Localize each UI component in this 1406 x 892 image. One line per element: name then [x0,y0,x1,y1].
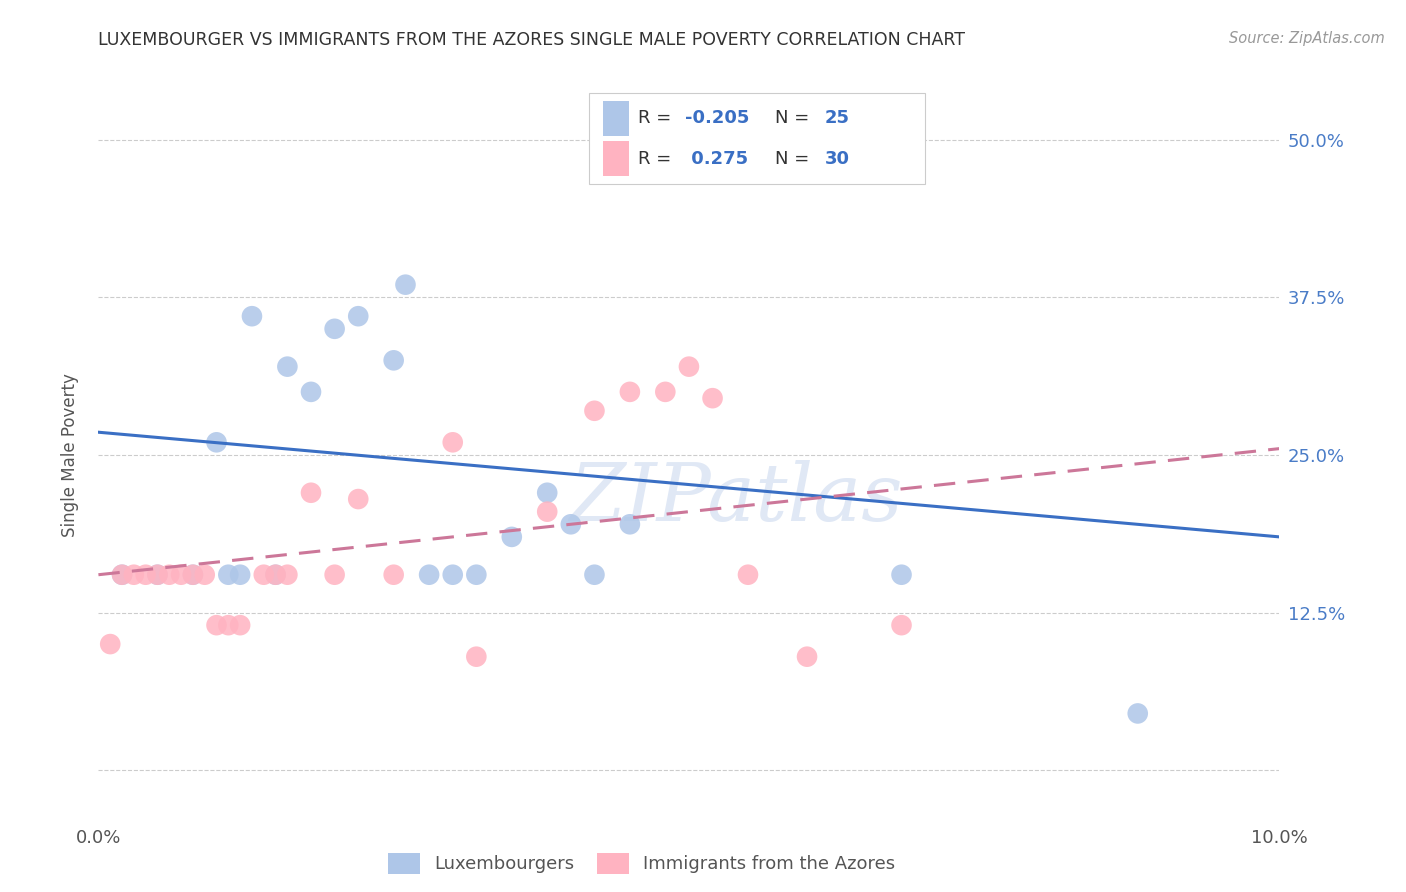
Point [229,567,252,582]
Point [382,567,405,582]
Point [465,649,488,664]
Point [394,277,416,292]
Point [890,567,912,582]
FancyBboxPatch shape [603,141,628,177]
Point [441,435,464,450]
Point [654,384,676,399]
Point [146,567,169,582]
Point [796,649,818,664]
Point [98,637,121,651]
Text: LUXEMBOURGER VS IMMIGRANTS FROM THE AZORES SINGLE MALE POVERTY CORRELATION CHART: LUXEMBOURGER VS IMMIGRANTS FROM THE AZOR… [98,31,966,49]
Point [323,567,346,582]
Point [441,567,464,582]
Point [299,384,322,399]
Point [347,309,370,323]
Point [501,530,523,544]
Text: -0.205: -0.205 [685,110,749,128]
Point [737,567,759,582]
Point [217,618,239,632]
Point [264,567,287,582]
Point [276,359,298,374]
Point [347,491,370,506]
Point [323,322,346,336]
Point [111,567,134,582]
Y-axis label: Single Male Poverty: Single Male Poverty [60,373,79,537]
FancyBboxPatch shape [603,101,628,136]
Point [170,567,193,582]
Point [382,353,405,368]
Point [536,505,558,519]
Text: 25: 25 [825,110,849,128]
Point [678,359,700,374]
Point [135,567,157,582]
Point [465,567,488,582]
Text: R =: R = [638,110,678,128]
Point [264,567,287,582]
Point [205,618,228,632]
Text: ZIPatlas: ZIPatlas [569,460,903,538]
Point [240,309,263,323]
Point [619,384,641,399]
Point [146,567,169,582]
Point [299,485,322,500]
Point [181,567,204,582]
Point [583,567,606,582]
Legend: Luxembourgers, Immigrants from the Azores: Luxembourgers, Immigrants from the Azore… [381,846,903,881]
Point [157,567,180,582]
Point [276,567,298,582]
Point [205,435,228,450]
Point [560,517,582,532]
Point [418,567,440,582]
FancyBboxPatch shape [589,93,925,185]
Text: 30: 30 [825,150,849,168]
Point [654,133,676,147]
Point [890,618,912,632]
Point [702,391,724,405]
Point [583,404,606,418]
Text: R =: R = [638,150,678,168]
Point [111,567,134,582]
Text: N =: N = [775,110,815,128]
Point [181,567,204,582]
Point [253,567,276,582]
Point [229,618,252,632]
Point [619,517,641,532]
Point [217,567,239,582]
Text: 0.275: 0.275 [685,150,748,168]
Point [122,567,145,582]
Text: Source: ZipAtlas.com: Source: ZipAtlas.com [1229,31,1385,46]
Point [1126,706,1149,721]
Point [194,567,217,582]
Point [536,485,558,500]
Text: N =: N = [775,150,815,168]
